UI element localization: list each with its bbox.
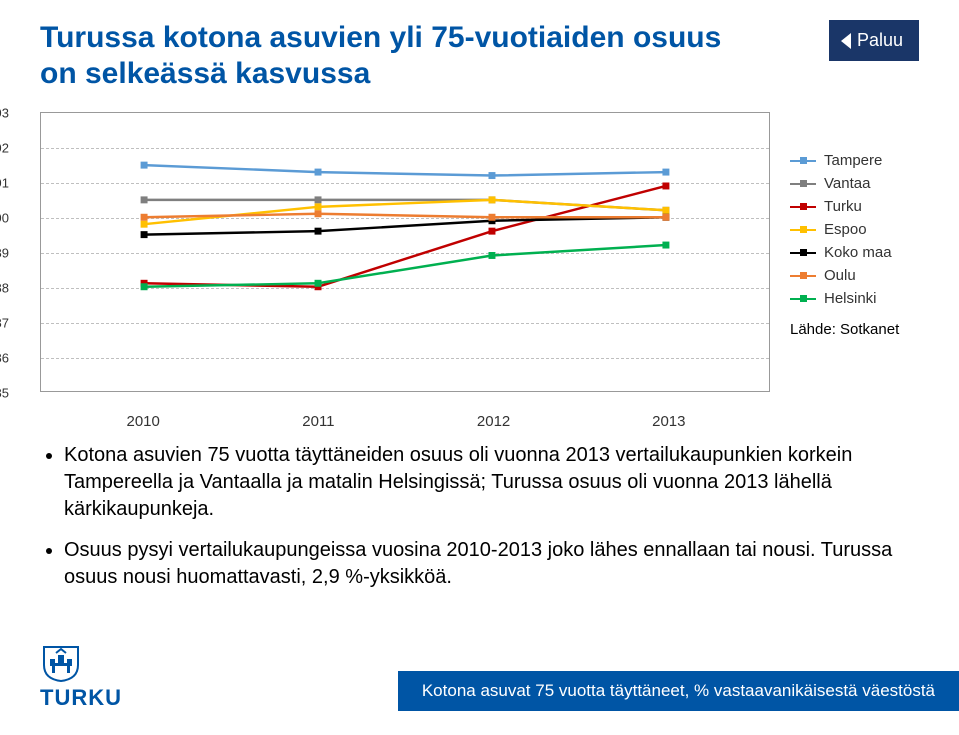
- series-line: [144, 200, 666, 224]
- back-button-label: Paluu: [857, 30, 903, 51]
- chart-source: Lähde: Sotkanet: [790, 321, 899, 338]
- x-axis-tick-label: 2012: [477, 413, 510, 430]
- series-marker: [662, 242, 669, 249]
- bullet-item: Kotona asuvien 75 vuotta täyttäneiden os…: [64, 442, 919, 523]
- back-button[interactable]: Paluu: [829, 20, 919, 61]
- series-line: [144, 217, 666, 234]
- series-marker: [488, 196, 495, 203]
- series-line: [144, 165, 666, 175]
- legend-label: Koko maa: [824, 244, 892, 261]
- legend-item: Turku: [790, 198, 899, 215]
- legend-swatch: [790, 206, 816, 208]
- bullet-item: Osuus pysyi vertailukaupungeissa vuosina…: [64, 537, 919, 591]
- series-line: [144, 245, 666, 287]
- chart-legend: Tampere Vantaa Turku Espoo Koko maa Oulu Helsi…: [790, 152, 899, 307]
- series-marker: [488, 228, 495, 235]
- legend-item: Oulu: [790, 267, 899, 284]
- legend-label: Helsinki: [824, 290, 877, 307]
- x-axis-tick-label: 2010: [127, 413, 160, 430]
- legend-item: Vantaa: [790, 175, 899, 192]
- series-marker: [315, 228, 322, 235]
- y-axis-tick-label: 89: [0, 246, 9, 261]
- legend-marker-icon: [800, 295, 807, 302]
- line-chart: % 858687888990919293 2010201120122013: [40, 112, 770, 392]
- y-axis-tick-label: 90: [0, 211, 9, 226]
- y-axis-tick-label: 88: [0, 281, 9, 296]
- series-line: [144, 214, 666, 217]
- series-marker: [488, 252, 495, 259]
- legend-swatch: [790, 229, 816, 231]
- back-arrow-icon: [841, 33, 851, 49]
- turku-logo-text: TURKU: [40, 685, 122, 711]
- legend-label: Vantaa: [824, 175, 870, 192]
- legend-item: Helsinki: [790, 290, 899, 307]
- legend-item: Espoo: [790, 221, 899, 238]
- y-axis-tick-label: 91: [0, 176, 9, 191]
- series-marker: [141, 221, 148, 228]
- series-marker: [141, 196, 148, 203]
- page-title: Turussa kotona asuvien yli 75-vuotiaiden…: [40, 20, 760, 92]
- turku-crest-icon: [40, 643, 82, 683]
- series-marker: [141, 214, 148, 221]
- series-marker: [662, 207, 669, 214]
- legend-marker-icon: [800, 249, 807, 256]
- legend-item: Koko maa: [790, 244, 899, 261]
- legend-marker-icon: [800, 203, 807, 210]
- legend-label: Tampere: [824, 152, 882, 169]
- turku-logo: TURKU: [40, 643, 122, 711]
- series-marker: [662, 169, 669, 176]
- y-axis-tick-label: 85: [0, 386, 9, 401]
- series-marker: [315, 196, 322, 203]
- series-marker: [315, 280, 322, 287]
- legend-swatch: [790, 252, 816, 254]
- series-marker: [315, 210, 322, 217]
- legend-label: Espoo: [824, 221, 867, 238]
- series-marker: [141, 231, 148, 238]
- legend-marker-icon: [800, 180, 807, 187]
- series-marker: [315, 203, 322, 210]
- legend-marker-icon: [800, 157, 807, 164]
- legend-swatch: [790, 275, 816, 277]
- x-axis-tick-label: 2011: [302, 413, 334, 430]
- legend-item: Tampere: [790, 152, 899, 169]
- footer-banner: Kotona asuvat 75 vuotta täyttäneet, % va…: [398, 671, 959, 711]
- slide-footer: TURKU Kotona asuvat 75 vuotta täyttäneet…: [0, 645, 959, 735]
- bullet-list: Kotona asuvien 75 vuotta täyttäneiden os…: [40, 442, 919, 591]
- chart-plot: [41, 113, 769, 391]
- series-marker: [488, 172, 495, 179]
- series-marker: [315, 169, 322, 176]
- legend-swatch: [790, 160, 816, 162]
- legend-swatch: [790, 298, 816, 300]
- legend-label: Oulu: [824, 267, 856, 284]
- x-axis-tick-label: 2013: [652, 413, 685, 430]
- series-marker: [662, 183, 669, 190]
- y-axis-tick-label: 92: [0, 141, 9, 156]
- legend-marker-icon: [800, 226, 807, 233]
- y-axis-tick-label: 93: [0, 106, 9, 121]
- series-marker: [141, 283, 148, 290]
- legend-label: Turku: [824, 198, 862, 215]
- y-axis-tick-label: 86: [0, 351, 9, 366]
- legend-marker-icon: [800, 272, 807, 279]
- y-axis-tick-label: 87: [0, 316, 9, 331]
- legend-swatch: [790, 183, 816, 185]
- series-marker: [662, 214, 669, 221]
- series-marker: [488, 214, 495, 221]
- series-marker: [141, 162, 148, 169]
